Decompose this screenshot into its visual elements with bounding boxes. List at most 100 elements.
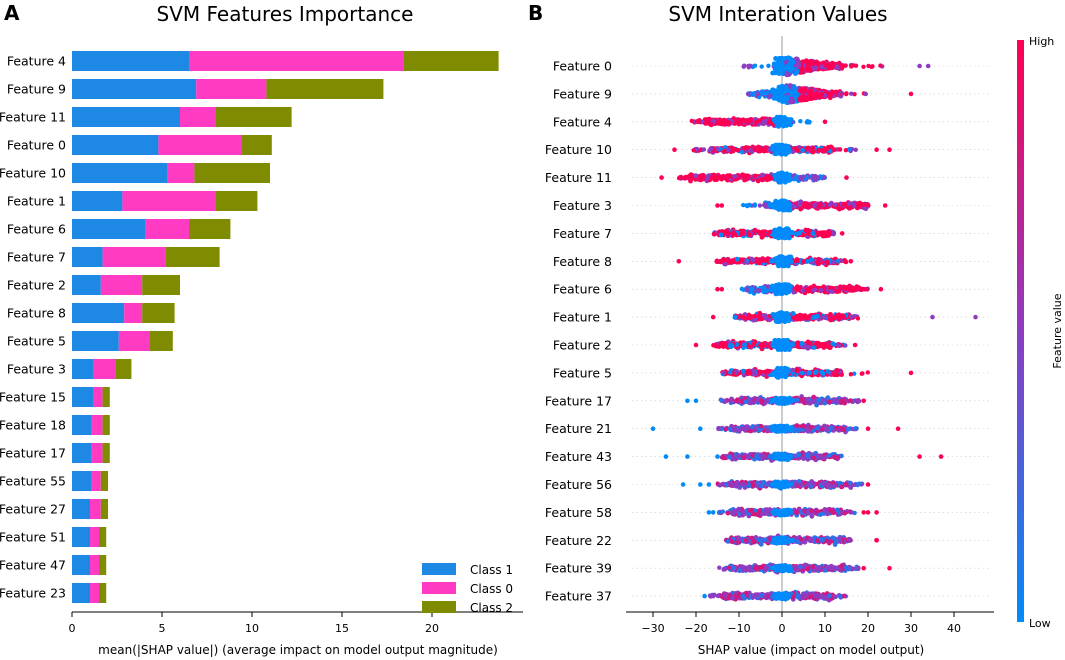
- panel-a-feature-label: Feature 1: [7, 194, 66, 209]
- shap-point: [842, 286, 848, 292]
- shap-point: [812, 94, 818, 100]
- bar-class-0: [167, 163, 195, 183]
- shap-point: [786, 227, 792, 233]
- shap-point: [775, 288, 781, 294]
- shap-outlier: [848, 259, 854, 264]
- shap-point: [726, 120, 732, 126]
- panel-b: B SVM Interation Values Feature 0Feature…: [528, 1, 1064, 657]
- shap-point: [816, 148, 822, 153]
- bar-class-1: [72, 79, 197, 99]
- shap-point: [722, 257, 728, 263]
- shap-point: [807, 340, 813, 346]
- shap-point: [797, 230, 803, 236]
- shap-point: [766, 63, 771, 68]
- shap-point: [706, 121, 712, 126]
- shap-point: [733, 314, 738, 320]
- shap-point: [822, 174, 827, 180]
- shap-point: [746, 232, 752, 237]
- bar-class-1: [72, 163, 168, 183]
- shap-point: [851, 203, 857, 209]
- bar-class-2: [142, 303, 175, 323]
- shap-outlier: [676, 259, 682, 264]
- bar-class-2: [99, 583, 107, 603]
- shap-point: [781, 145, 787, 151]
- shap-outlier: [822, 119, 828, 125]
- shap-point: [834, 64, 840, 70]
- shap-point: [784, 64, 790, 70]
- bar-class-2: [266, 79, 384, 99]
- bar-class-1: [72, 555, 90, 575]
- shap-point: [783, 174, 789, 180]
- shap-point: [870, 64, 875, 69]
- panel-a-feature-label: Feature 0: [7, 138, 66, 153]
- shap-point: [736, 121, 742, 127]
- shap-point: [773, 56, 779, 61]
- shap-point: [757, 203, 763, 208]
- legend-swatch: [422, 601, 456, 613]
- shap-point: [770, 146, 776, 152]
- shap-point: [835, 314, 841, 320]
- shap-point: [832, 147, 837, 153]
- x-tick-label: 20: [425, 622, 439, 635]
- shap-point: [741, 202, 746, 208]
- panel-a-feature-label: Feature 6: [7, 222, 66, 237]
- bar-class-1: [72, 331, 119, 351]
- shap-point: [778, 310, 784, 316]
- shap-point: [777, 173, 783, 179]
- panel-a-bars: [72, 51, 499, 603]
- bar-class-1: [72, 51, 189, 71]
- shap-point: [853, 147, 858, 153]
- bar-class-1: [72, 583, 90, 603]
- shap-point: [793, 71, 799, 77]
- shap-outlier: [908, 91, 914, 97]
- shap-point: [767, 317, 773, 323]
- shap-point: [787, 83, 793, 89]
- bar-class-0: [118, 331, 150, 351]
- shap-point: [810, 230, 816, 236]
- shap-point: [787, 283, 793, 289]
- shap-point: [772, 201, 778, 207]
- shap-point: [861, 202, 867, 208]
- legend-swatch: [422, 563, 456, 575]
- bar-class-1: [72, 527, 90, 547]
- bar-class-2: [100, 499, 108, 519]
- bar-class-1: [72, 499, 90, 519]
- shap-point: [756, 229, 761, 235]
- bar-class-2: [102, 415, 110, 435]
- shap-point: [783, 94, 789, 100]
- shap-point: [744, 287, 749, 292]
- shap-point: [799, 313, 805, 319]
- panel-a-feature-label: Feature 10: [0, 166, 66, 181]
- shap-point: [761, 202, 767, 208]
- shap-point: [812, 287, 817, 293]
- shap-point: [793, 176, 798, 181]
- shap-point: [815, 230, 820, 236]
- shap-point: [693, 173, 699, 179]
- shap-point: [785, 202, 791, 208]
- panel-a-feature-label: Feature 18: [0, 418, 66, 433]
- panel-a-feature-label: Feature 4: [7, 54, 66, 69]
- shap-point: [771, 91, 777, 97]
- shap-point: [749, 286, 755, 292]
- shap-point: [794, 148, 800, 153]
- bar-class-0: [91, 415, 103, 435]
- bar-class-1: [72, 191, 123, 211]
- shap-point: [818, 202, 823, 208]
- shap-point: [724, 228, 730, 234]
- legend-swatch: [422, 582, 456, 594]
- shap-point: [788, 99, 794, 105]
- shap-point: [843, 147, 849, 153]
- bar-class-1: [72, 387, 94, 407]
- shap-point: [718, 259, 723, 265]
- shap-point: [841, 314, 846, 319]
- shap-point: [805, 145, 810, 151]
- shap-point: [804, 201, 810, 207]
- shap-point: [716, 119, 722, 125]
- shap-point: [832, 202, 838, 208]
- shap-point: [682, 176, 687, 181]
- bar-class-2: [216, 107, 292, 127]
- x-tick-label: 0: [69, 622, 76, 635]
- shap-point: [759, 64, 764, 69]
